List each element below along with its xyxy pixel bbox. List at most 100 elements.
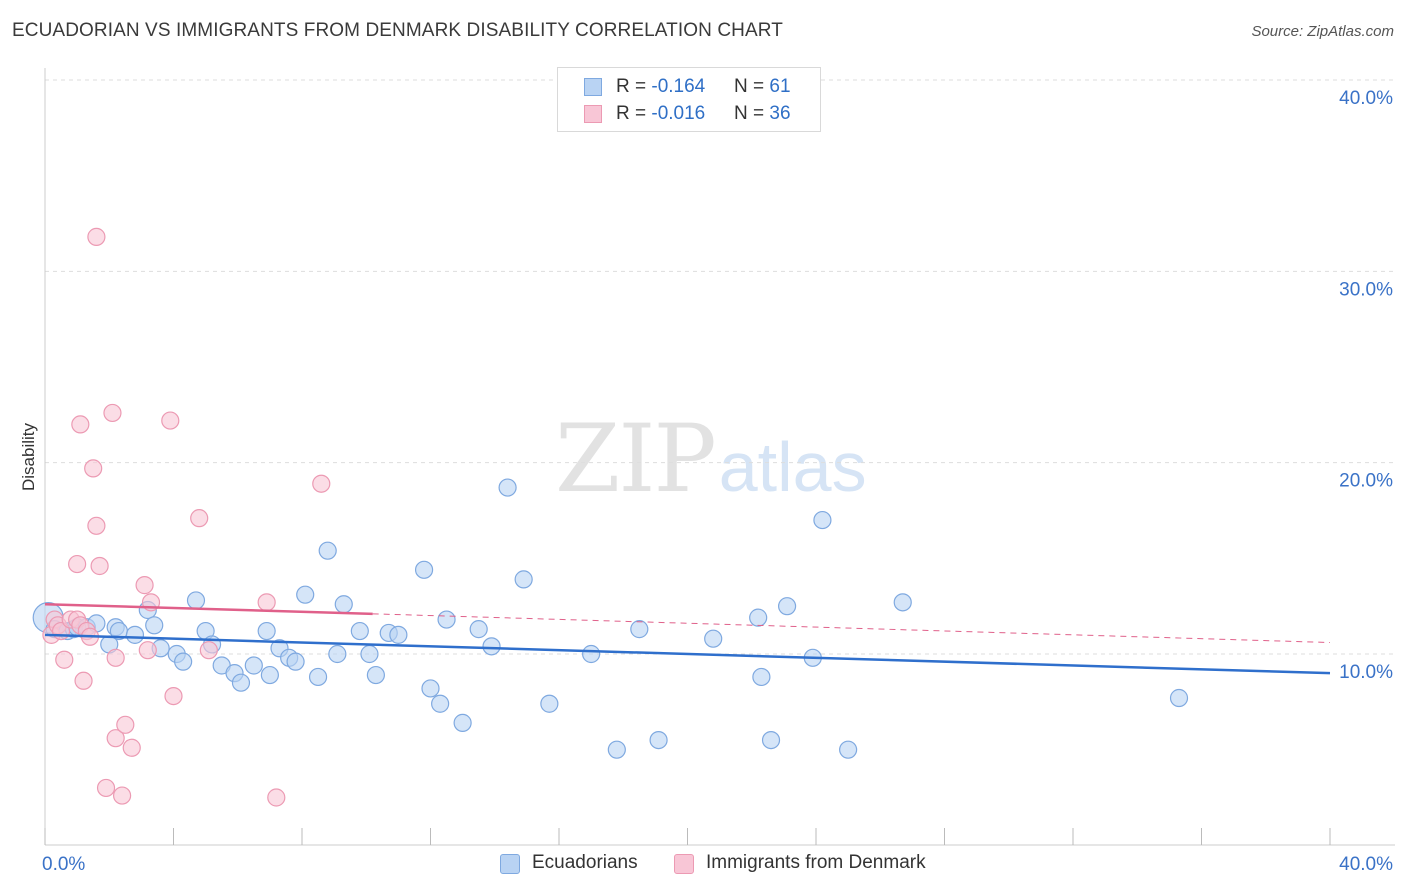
y-tick-label: 40.0%	[1339, 88, 1393, 109]
legend-n-label: N =	[734, 103, 770, 124]
point-denmark	[267, 788, 286, 807]
point-denmark	[68, 554, 87, 574]
legend-row-denmark: R = -0.016 N = 36	[558, 101, 820, 129]
legend-r-value: -0.164	[651, 76, 706, 97]
point-denmark	[106, 729, 125, 748]
bottom-legend-swatch-pink	[674, 854, 694, 874]
point-denmark	[312, 474, 331, 493]
point-ecuadorian	[761, 730, 781, 750]
y-axis-label: Disability	[19, 422, 38, 491]
point-denmark	[90, 556, 109, 576]
point-ecuadorian	[514, 570, 533, 589]
chart-title: ECUADORIAN VS IMMIGRANTS FROM DENMARK DI…	[12, 20, 783, 41]
point-ecuadorian	[308, 667, 328, 687]
legend-r: R = -0.164	[616, 76, 705, 98]
point-denmark	[74, 671, 93, 690]
legend-r-value: -0.016	[651, 103, 706, 124]
point-denmark	[55, 650, 74, 669]
point-denmark	[116, 715, 135, 734]
point-ecuadorian	[186, 591, 206, 610]
point-denmark	[135, 576, 154, 595]
point-denmark	[199, 641, 218, 660]
point-denmark	[71, 415, 90, 434]
point-ecuadorian	[813, 510, 832, 530]
legend-r: R = -0.016	[616, 103, 705, 125]
point-denmark	[96, 778, 116, 798]
point-ecuadorian	[704, 629, 723, 648]
point-ecuadorian	[174, 652, 193, 671]
point-denmark	[87, 516, 106, 535]
x-tick-label: 40.0%	[1339, 854, 1393, 875]
trendline-ecuadorians	[44, 633, 1331, 675]
legend-n-value: 36	[769, 103, 791, 124]
y-tick-label: 20.0%	[1339, 471, 1393, 492]
point-ecuadorian	[752, 667, 771, 687]
point-denmark	[84, 459, 103, 478]
point-ecuadorian	[421, 679, 440, 698]
y-tick-label: 10.0%	[1339, 662, 1393, 683]
legend-r-label: R =	[616, 103, 652, 124]
bottom-legend-label: Immigrants from Denmark	[706, 852, 926, 873]
point-ecuadorian	[244, 656, 263, 675]
trendline-denmark	[372, 613, 1331, 644]
bottom-legend-label: Ecuadorians	[532, 852, 638, 873]
legend-r-label: R =	[616, 76, 652, 97]
point-ecuadorian	[540, 694, 559, 713]
point-ecuadorian	[350, 621, 369, 641]
point-ecuadorian	[893, 593, 912, 612]
point-denmark	[122, 738, 141, 757]
stats-legend: R = -0.164 N = 61 R = -0.016 N = 36	[557, 67, 821, 132]
legend-swatch-pink	[584, 105, 602, 123]
point-denmark	[257, 593, 276, 612]
point-ecuadorian	[366, 665, 385, 685]
point-ecuadorian	[582, 644, 601, 664]
x-tick-label: 0.0%	[42, 854, 85, 875]
watermark-zip: ZIP	[555, 405, 717, 514]
point-ecuadorian	[125, 625, 145, 644]
point-ecuadorian	[296, 585, 315, 604]
point-ecuadorian	[437, 610, 456, 629]
point-ecuadorian	[431, 694, 450, 713]
watermark-atlas: atlas	[718, 428, 867, 506]
point-denmark	[87, 227, 106, 246]
bottom-legend-swatch-blue	[500, 854, 520, 874]
watermark: ZIPatlas	[555, 405, 867, 514]
source-label: Source: ZipAtlas.com	[1251, 23, 1394, 40]
point-ecuadorian	[145, 616, 164, 635]
legend-n-value: 61	[769, 76, 791, 97]
point-denmark	[190, 509, 209, 528]
point-ecuadorian	[839, 740, 858, 759]
point-ecuadorian	[482, 637, 501, 656]
point-ecuadorian	[257, 621, 276, 641]
point-ecuadorian	[1169, 688, 1189, 708]
trendline-denmark	[44, 603, 373, 616]
point-ecuadorian	[414, 560, 434, 579]
point-ecuadorian	[749, 608, 768, 627]
legend-n: N = 36	[734, 103, 791, 125]
point-ecuadorian	[328, 644, 347, 664]
point-ecuadorian	[649, 730, 668, 750]
point-ecuadorian	[318, 541, 337, 560]
point-denmark	[164, 686, 183, 706]
point-ecuadorian	[260, 665, 279, 685]
legend-row-ecuadorians: R = -0.164 N = 61	[558, 74, 820, 102]
point-ecuadorian	[630, 620, 649, 639]
point-denmark	[138, 641, 157, 660]
point-ecuadorian	[360, 644, 379, 664]
point-ecuadorian	[777, 597, 797, 616]
point-ecuadorian	[389, 625, 408, 644]
legend-swatch-blue	[584, 78, 602, 96]
point-ecuadorian	[286, 652, 305, 671]
point-denmark	[112, 786, 132, 805]
point-ecuadorian	[334, 595, 353, 614]
point-denmark	[106, 648, 125, 667]
point-ecuadorian	[498, 478, 517, 497]
point-denmark	[161, 411, 180, 430]
legend-n: N = 61	[734, 76, 791, 98]
point-ecuadorian	[607, 740, 626, 759]
y-tick-label: 30.0%	[1339, 279, 1393, 300]
point-ecuadorian	[231, 673, 251, 692]
point-denmark	[103, 403, 122, 423]
point-ecuadorian	[453, 713, 472, 732]
